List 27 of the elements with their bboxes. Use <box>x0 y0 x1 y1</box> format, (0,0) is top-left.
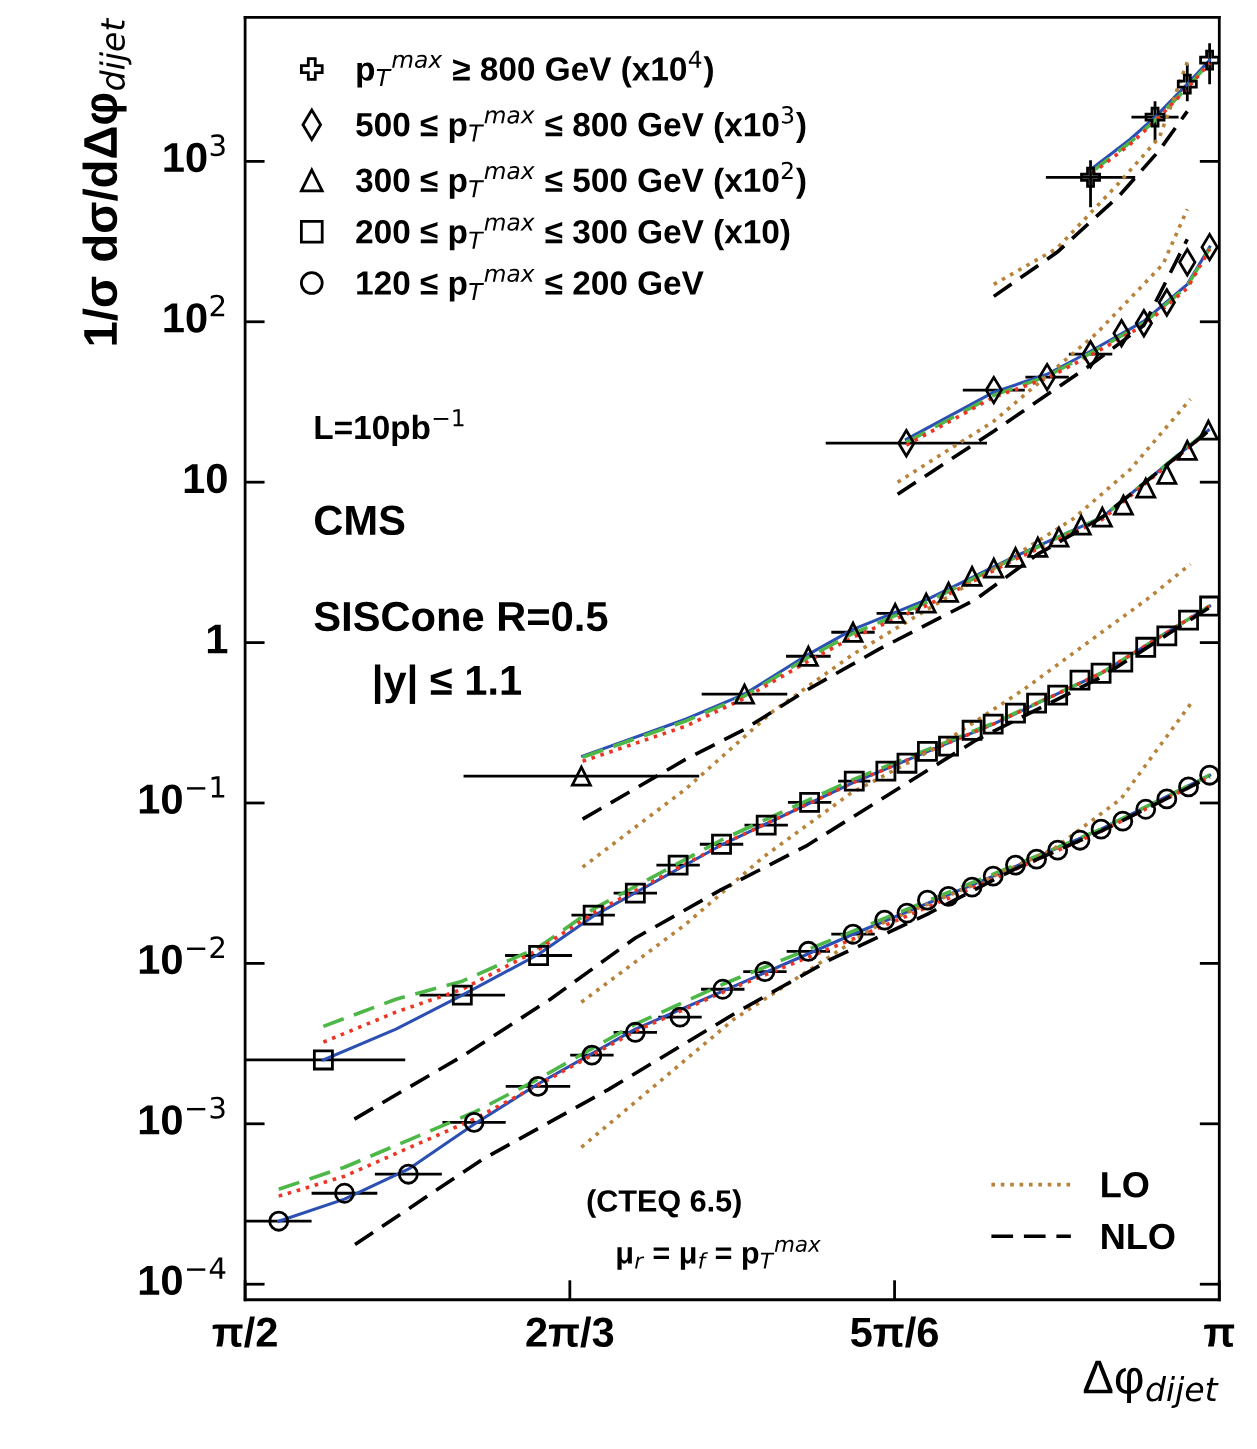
y-tick-label: 10$^{−1}$ <box>139 776 225 814</box>
legend-label: 300 ≤ p$_{T}$$^{max}$ ≤ 500 GeV (x10$^{2}$) <box>355 161 806 199</box>
legend-label: NLO <box>1102 1223 1175 1250</box>
annotation: μ$_{r}$ = μ$_{f}$ = p$_{T}$$^{max}$ <box>617 1239 821 1270</box>
legend-label: p$_{T}$$^{max}$ ≥ 800 GeV (x10$^{4}$) <box>357 50 713 88</box>
x-tick-label: π/2 <box>212 1316 277 1348</box>
y-tick-label: 10$^{−4}$ <box>139 1257 226 1296</box>
y-tick-label: 10$^{−2}$ <box>139 936 225 975</box>
y-axis-title: 1/σ dσ/dΔφ$_{dijet}$ <box>82 17 132 345</box>
annotation: (CTEQ 6.5) <box>587 1189 741 1218</box>
y-tick-label: 1 <box>207 624 228 654</box>
annotation: CMS <box>315 505 405 536</box>
legend-label: 500 ≤ p$_{T}$$^{max}$ ≤ 800 GeV (x10$^{3}$) <box>356 106 806 144</box>
x-axis-title: Δφ$_{dijet}$ <box>1083 1360 1219 1408</box>
x-tick-label: 5π/6 <box>850 1316 938 1348</box>
y-tick-label: 10$^{−3}$ <box>139 1096 225 1135</box>
annotation: |y| ≤ 1.1 <box>374 664 522 704</box>
x-tick-label: 2π/3 <box>526 1316 614 1348</box>
y-tick-label: 10$^{2}$ <box>164 294 225 333</box>
x-tick-label: π <box>1204 1324 1235 1348</box>
legend-label: LO <box>1102 1171 1149 1198</box>
y-tick-label: 10$^{3}$ <box>164 134 225 173</box>
y-tick-label: 10 <box>184 463 227 494</box>
legend-label: 120 ≤ p$_{T}$$^{max}$ ≤ 200 GeV <box>357 268 704 302</box>
annotation: L=10pb$^{−1}$ <box>315 409 464 446</box>
legend-label: 200 ≤ p$_{T}$$^{max}$ ≤ 300 GeV (x10) <box>356 217 790 251</box>
annotation: SISCone R=0.5 <box>314 601 608 632</box>
